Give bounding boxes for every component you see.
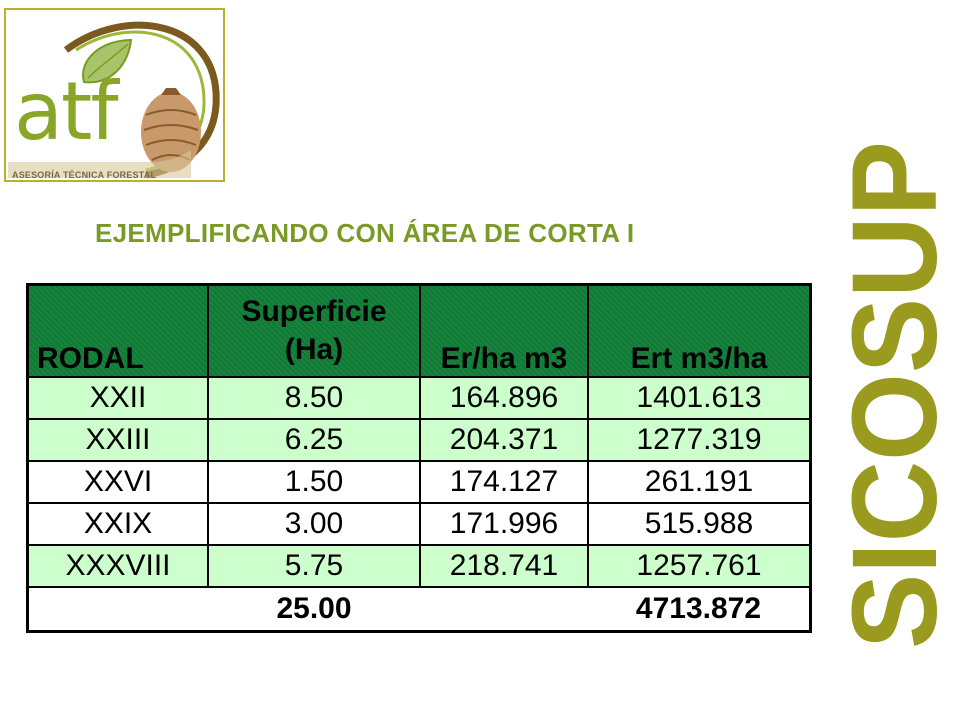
cell-er: 171.996 [420,503,588,545]
pine-cone-icon [141,88,201,172]
total-ert: 4713.872 [588,587,810,631]
cell-superficie: 8.50 [208,377,420,419]
leaf-icon [82,38,133,84]
rodal-table: RODAL Superficie (Ha) Er/ha m3 Ert m3/ha… [26,283,812,633]
table-header-row: RODAL Superficie (Ha) Er/ha m3 Ert m3/ha [28,285,810,377]
total-superficie: 25.00 [208,587,420,631]
header-superficie: Superficie (Ha) [208,285,420,377]
total-rodal-empty [28,587,208,631]
logo-wordmark: atf [14,65,119,158]
table-row: XXXVIII 5.75 218.741 1257.761 [28,545,810,587]
logo-tagline: ASESORÍA TÉCNICA FORESTAL [12,170,157,180]
total-er-empty [420,587,588,631]
table-row: XXIX 3.00 171.996 515.988 [28,503,810,545]
cell-superficie: 5.75 [208,545,420,587]
cell-ert: 1401.613 [588,377,810,419]
cell-rodal: XXIII [28,419,208,461]
sicosup-wordmark: SICOSUP [827,141,956,649]
table-total-row: 25.00 4713.872 [28,587,810,631]
header-er: Er/ha m3 [420,285,588,377]
cell-er: 164.896 [420,377,588,419]
cell-rodal: XXIX [28,503,208,545]
cell-er: 174.127 [420,461,588,503]
table-row: XXIII 6.25 204.371 1277.319 [28,419,810,461]
page-title: EJEMPLIFICANDO CON ÁREA DE CORTA I [95,218,635,248]
header-superficie-line2: (Ha) [284,333,344,366]
header-ert: Ert m3/ha [588,285,810,377]
cell-rodal: XXXVIII [28,545,208,587]
cell-superficie: 6.25 [208,419,420,461]
cell-ert: 515.988 [588,503,810,545]
cell-er: 204.371 [420,419,588,461]
cell-ert: 261.191 [588,461,810,503]
table-row: XXVI 1.50 174.127 261.191 [28,461,810,503]
header-superficie-line1: Superficie [241,295,387,328]
sicosup-brand: SICOSUP [818,135,956,655]
cell-superficie: 1.50 [208,461,420,503]
table-row: XXII 8.50 164.896 1401.613 [28,377,810,419]
cell-superficie: 3.00 [208,503,420,545]
cell-rodal: XXVI [28,461,208,503]
cell-ert: 1277.319 [588,419,810,461]
cell-er: 218.741 [420,545,588,587]
cell-rodal: XXII [28,377,208,419]
atf-logo: atf ASESORÍA TÉCNICA FORESTAL [4,8,225,182]
header-rodal: RODAL [28,285,208,377]
logo-graphic [8,21,220,179]
cell-ert: 1257.761 [588,545,810,587]
